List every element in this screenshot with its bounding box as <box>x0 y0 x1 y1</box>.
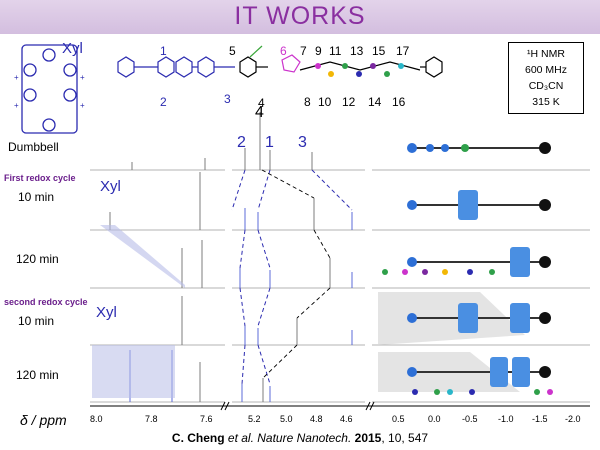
peak-label-4: 4 <box>255 104 264 121</box>
tick-5-2: 5.2 <box>248 414 261 424</box>
row-label-first-120min: 120 min <box>16 252 59 266</box>
xyl-label-1: Xyl <box>100 178 121 195</box>
tick-7-6: 7.6 <box>200 414 213 424</box>
row-label-dumbbell: Dumbbell <box>8 140 59 154</box>
dashed-connectors <box>231 169 353 385</box>
tick-7-8: 7.8 <box>145 414 158 424</box>
atom-label-11: 11 <box>329 44 342 58</box>
cartoon-row-1 <box>407 142 551 154</box>
nmr-spectra <box>90 169 590 403</box>
title-banner <box>0 0 600 34</box>
tick-0-0: 0.0 <box>428 414 441 424</box>
highlight-xyl-2 <box>92 345 175 398</box>
atom-label-8: 8 <box>304 95 311 109</box>
peak-label-1: 1 <box>265 134 274 151</box>
citation-year: 2015 <box>354 431 382 445</box>
tick-neg-1-0: -1.0 <box>498 414 514 424</box>
atom-label-3: 3 <box>224 92 231 106</box>
row-label-first-cycle: First redox cycle <box>4 173 76 183</box>
atom-label-13: 13 <box>350 44 364 58</box>
tick-4-8: 4.8 <box>310 414 323 424</box>
atom-label-2: 2 <box>160 95 167 109</box>
cartoon-row-2 <box>407 190 551 220</box>
atom-label-10: 10 <box>318 95 332 109</box>
xyl-label-top: Xyl <box>62 40 83 57</box>
nmr-solvent: CD₃CN <box>528 80 564 92</box>
nmr-technique: ¹H NMR <box>527 48 565 60</box>
citation-author: C. Cheng <box>171 431 228 445</box>
cartoon-row-3 <box>407 247 551 277</box>
atom-label-9: 9 <box>315 44 322 58</box>
svg-text:+: + <box>14 101 19 110</box>
atom-label-5: 5 <box>229 44 236 58</box>
nmr-frequency: 600 MHz <box>524 64 567 76</box>
svg-text:+: + <box>14 73 19 82</box>
svg-text:+: + <box>80 73 85 82</box>
citation-journal: et al. Nature Nanotech. <box>227 431 355 445</box>
page-title: IT WORKS <box>234 2 366 30</box>
row-label-second-cycle: second redox cycle <box>4 297 88 307</box>
x-axis <box>90 401 590 411</box>
nmr-temperature: 315 K <box>532 96 560 108</box>
atom-label-15: 15 <box>372 44 386 58</box>
atom-label-17: 17 <box>396 44 410 58</box>
atom-label-14: 14 <box>368 95 382 109</box>
peak-label-3: 3 <box>298 134 307 151</box>
citation: C. Cheng et al. Nature Nanotech. 2015, 1… <box>0 431 600 445</box>
black-dashed-connectors <box>261 169 331 379</box>
xyl-label-2: Xyl <box>96 304 117 321</box>
atom-label-16: 16 <box>392 95 406 109</box>
atom-label-1: 1 <box>160 44 167 58</box>
atom-label-7: 7 <box>300 44 307 58</box>
tick-0-5: 0.5 <box>392 414 405 424</box>
chain-markers <box>315 63 404 77</box>
atom-label-12: 12 <box>342 95 356 109</box>
tick-neg-2-0: -2.0 <box>565 414 581 424</box>
citation-volume: , 10, 547 <box>381 431 429 445</box>
tick-neg-1-5: -1.5 <box>532 414 548 424</box>
peak-label-2: 2 <box>237 134 246 151</box>
cartoon-row-4 <box>407 303 551 333</box>
cartoon-row-5 <box>407 357 551 387</box>
row-label-first-10min: 10 min <box>18 190 55 204</box>
rotaxane-cartoons <box>407 142 551 387</box>
tick-8-0: 8.0 <box>90 414 103 424</box>
highlight-xyl-1 <box>100 225 185 288</box>
tick-neg-0-5: -0.5 <box>462 414 478 424</box>
tick-4-6: 4.6 <box>340 414 353 424</box>
nmr-peaks <box>109 112 331 402</box>
nmr-conditions-box: ¹H NMR 600 MHz CD₃CN 315 K <box>508 42 584 114</box>
atom-label-6: 6 <box>280 44 287 58</box>
cyclophane-structure <box>21 44 78 134</box>
atom-label-4: 4 <box>258 96 265 110</box>
row-label-second-120min: 120 min <box>16 368 59 382</box>
row-label-second-10min: 10 min <box>18 314 55 328</box>
tick-5-0: 5.0 <box>280 414 293 424</box>
axis-label: δ / ppm <box>20 412 67 428</box>
svg-text:+: + <box>80 101 85 110</box>
right-panel-markers <box>382 269 553 395</box>
